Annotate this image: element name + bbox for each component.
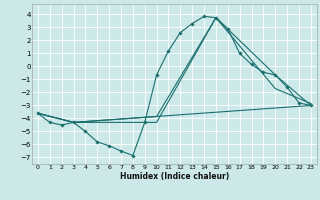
X-axis label: Humidex (Indice chaleur): Humidex (Indice chaleur) [120,172,229,181]
